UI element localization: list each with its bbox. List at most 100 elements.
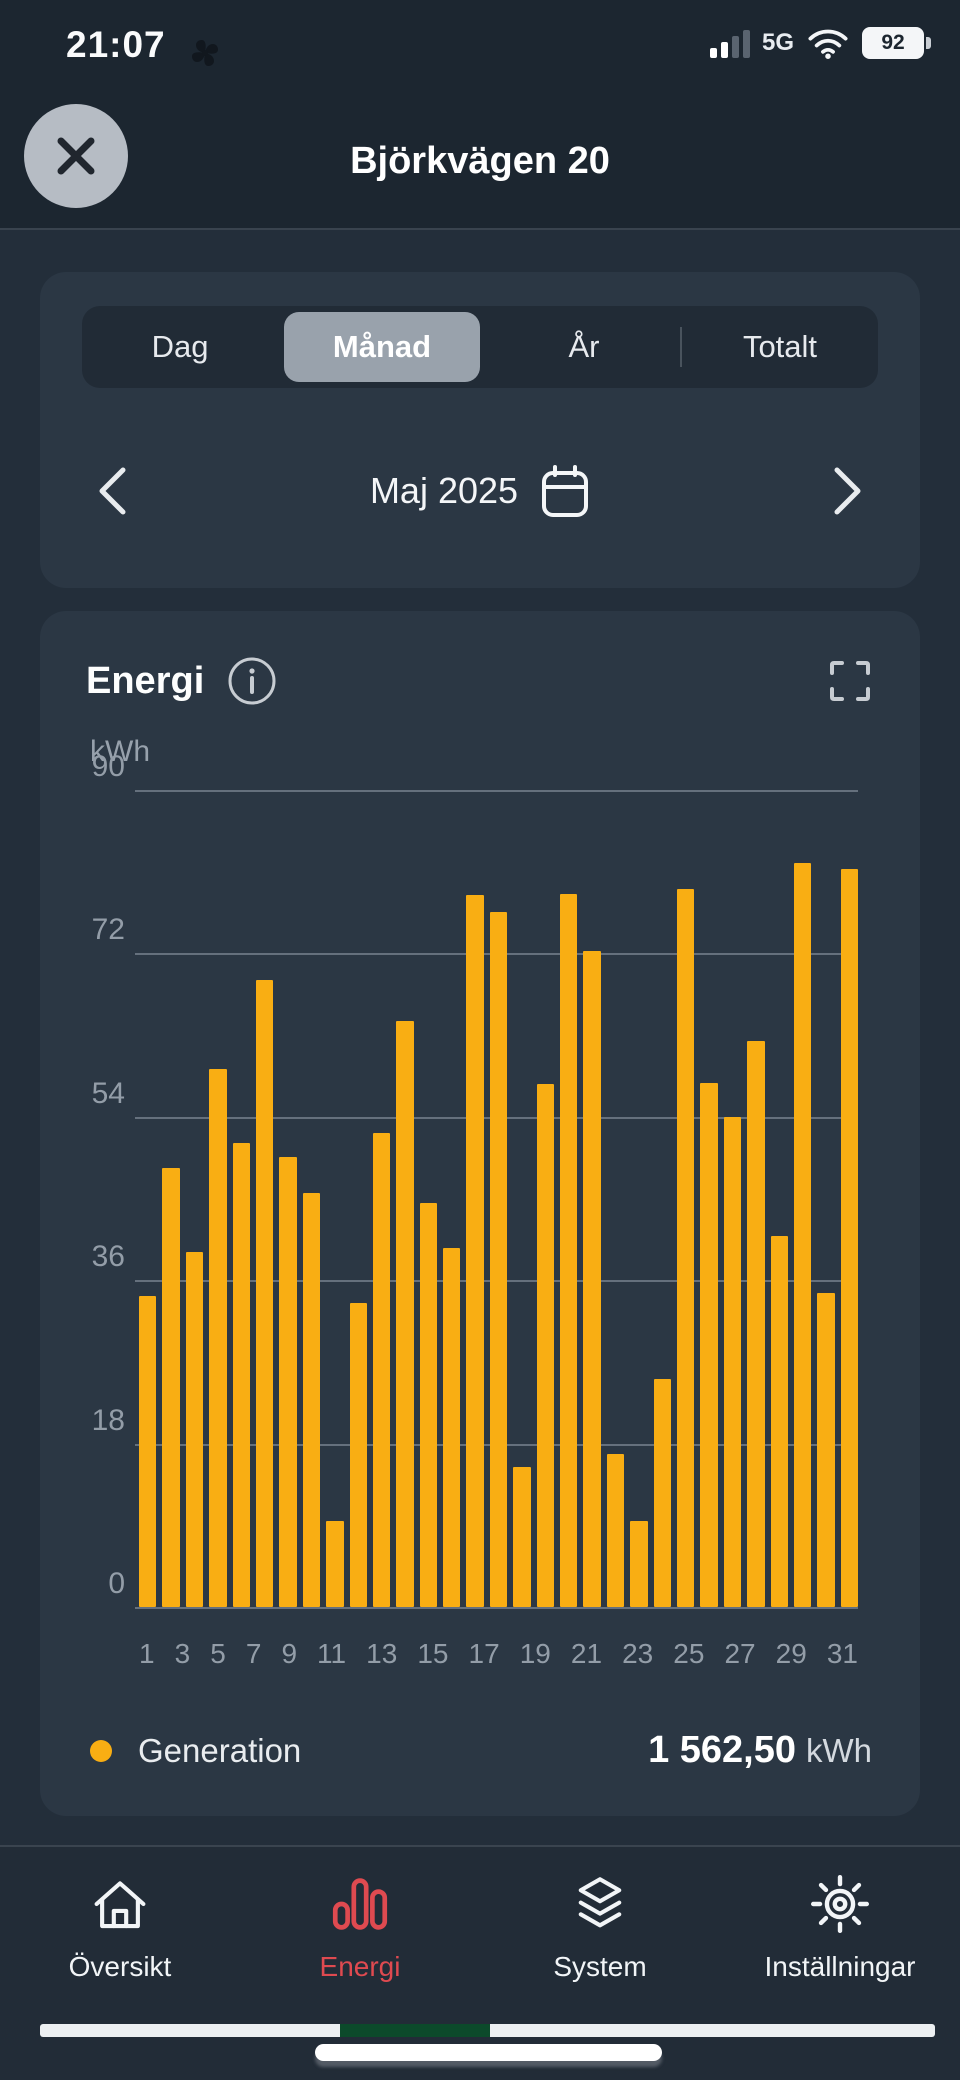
bar-day-25[interactable] xyxy=(700,1083,718,1607)
bar-day-28[interactable] xyxy=(770,1235,788,1607)
fullscreen-button[interactable] xyxy=(826,657,874,705)
y-tick-0: 0 xyxy=(108,1567,125,1600)
date-nav: Maj 2025 xyxy=(40,451,920,531)
x-tick-9: 9 xyxy=(281,1638,298,1669)
bar-day-10[interactable] xyxy=(349,1302,367,1607)
bar-day-23[interactable] xyxy=(653,1379,671,1607)
fullscreen-icon xyxy=(830,661,870,701)
tab-dag[interactable]: Dag xyxy=(151,329,209,364)
bar-day-14[interactable] xyxy=(443,1248,461,1607)
bar-series xyxy=(139,790,859,1607)
period-segmented-control: Dag Månad År Totalt xyxy=(82,306,878,388)
bar-day-20[interactable] xyxy=(583,950,601,1607)
x-tick-18 xyxy=(506,1638,514,1670)
legend-series-name: Generation xyxy=(138,1731,302,1769)
bar-day-11[interactable] xyxy=(372,1133,391,1607)
bar-day-4[interactable] xyxy=(209,1068,227,1607)
bar-day-12[interactable] xyxy=(396,1020,414,1607)
nav-item-översikt[interactable]: Översikt xyxy=(0,1871,240,1983)
x-tick-16 xyxy=(455,1638,463,1670)
nav-item-inställningar[interactable]: Inställningar xyxy=(720,1871,960,1983)
bar-day-9[interactable] xyxy=(326,1520,344,1607)
next-month-button[interactable] xyxy=(820,463,876,519)
bar-day-22[interactable] xyxy=(630,1520,648,1607)
bar-day-3[interactable] xyxy=(185,1252,204,1607)
tab-månad[interactable]: Månad xyxy=(284,312,480,382)
tab-totalt[interactable]: Totalt xyxy=(742,329,818,364)
x-tick-12 xyxy=(352,1638,360,1670)
bar-day-16[interactable] xyxy=(489,911,508,1607)
x-tick-17: 17 xyxy=(468,1638,500,1669)
bar-day-31[interactable] xyxy=(840,868,859,1607)
y-tick-54: 54 xyxy=(91,1076,125,1110)
x-tick-31: 31 xyxy=(826,1638,858,1669)
y-tick-72: 72 xyxy=(91,913,125,947)
gridline-0 xyxy=(135,1607,858,1609)
x-tick-4 xyxy=(196,1638,204,1670)
date-picker[interactable]: Maj 2025 xyxy=(370,463,590,519)
bar-chart: 90 72 54 36 18 0 1 3 5 7 9 11 13 15 17 19 21 23 25 27 29 31 xyxy=(92,750,859,1669)
tab-år[interactable]: År xyxy=(486,306,682,388)
x-tick-29: 29 xyxy=(775,1638,807,1669)
bar-day-6[interactable] xyxy=(255,979,274,1607)
bar-day-30[interactable] xyxy=(817,1292,835,1607)
x-tick-20 xyxy=(557,1638,565,1670)
chart-legend: Generation 1 562,50 kWh xyxy=(90,1729,872,1772)
x-tick-30 xyxy=(813,1638,821,1670)
home-indicator[interactable] xyxy=(315,2044,662,2061)
period-card: Dag Månad År Totalt Maj 2025 xyxy=(40,272,920,588)
x-tick-10 xyxy=(303,1638,311,1670)
battery-icon: 92 xyxy=(862,27,931,59)
bar-day-2[interactable] xyxy=(162,1167,180,1607)
progress-bar xyxy=(40,2024,935,2037)
bar-day-26[interactable] xyxy=(723,1116,742,1607)
bar-day-15[interactable] xyxy=(466,895,484,1607)
page-title: Björkvägen 20 xyxy=(350,140,610,182)
chevron-right-icon xyxy=(834,467,861,515)
x-tick-11: 11 xyxy=(317,1638,347,1669)
x-tick-14 xyxy=(403,1638,411,1670)
bar-day-7[interactable] xyxy=(279,1156,297,1607)
x-tick-8 xyxy=(267,1638,275,1670)
nav-label: System xyxy=(553,1951,647,1982)
bar-day-17[interactable] xyxy=(513,1467,531,1607)
home-icon xyxy=(87,1871,153,1937)
bar-day-29[interactable] xyxy=(793,862,812,1607)
nav-label: Inställningar xyxy=(764,1951,916,1982)
x-tick-27: 27 xyxy=(724,1638,756,1669)
calendar-icon xyxy=(542,465,589,517)
bar-day-21[interactable] xyxy=(606,1453,625,1607)
chevron-left-icon xyxy=(99,467,126,515)
bar-day-18[interactable] xyxy=(536,1084,555,1607)
bar-day-19[interactable] xyxy=(560,894,578,1607)
info-button[interactable] xyxy=(226,655,278,707)
bar-day-13[interactable] xyxy=(419,1203,438,1607)
bar-day-1[interactable] xyxy=(139,1295,157,1607)
x-tick-22 xyxy=(608,1638,616,1670)
bar-day-24[interactable] xyxy=(676,888,695,1607)
bar-day-27[interactable] xyxy=(747,1041,765,1607)
nav-item-energi[interactable]: Energi xyxy=(240,1871,480,1983)
bar-day-8[interactable] xyxy=(302,1193,321,1607)
network-type-label: 5G xyxy=(761,29,794,56)
x-axis-labels: 1 3 5 7 9 11 13 15 17 19 21 23 25 27 29 31 xyxy=(139,1638,858,1670)
legend-total-value: 1 562,50 xyxy=(648,1729,796,1771)
close-button[interactable] xyxy=(24,104,128,208)
x-tick-25: 25 xyxy=(673,1638,705,1669)
y-tick-18: 18 xyxy=(91,1403,125,1437)
x-tick-26 xyxy=(710,1638,718,1670)
x-tick-2 xyxy=(161,1638,169,1670)
x-tick-23: 23 xyxy=(622,1638,654,1669)
close-icon xyxy=(57,137,95,175)
layers-icon xyxy=(567,1871,633,1937)
x-tick-21: 21 xyxy=(570,1638,603,1669)
bar-day-5[interactable] xyxy=(232,1143,250,1607)
nav-label: Energi xyxy=(319,1951,401,1982)
x-tick-28 xyxy=(762,1638,770,1670)
x-tick-19: 19 xyxy=(519,1638,551,1669)
x-tick-15: 15 xyxy=(417,1638,449,1669)
previous-month-button[interactable] xyxy=(84,463,140,519)
nav-item-system[interactable]: System xyxy=(480,1871,720,1983)
